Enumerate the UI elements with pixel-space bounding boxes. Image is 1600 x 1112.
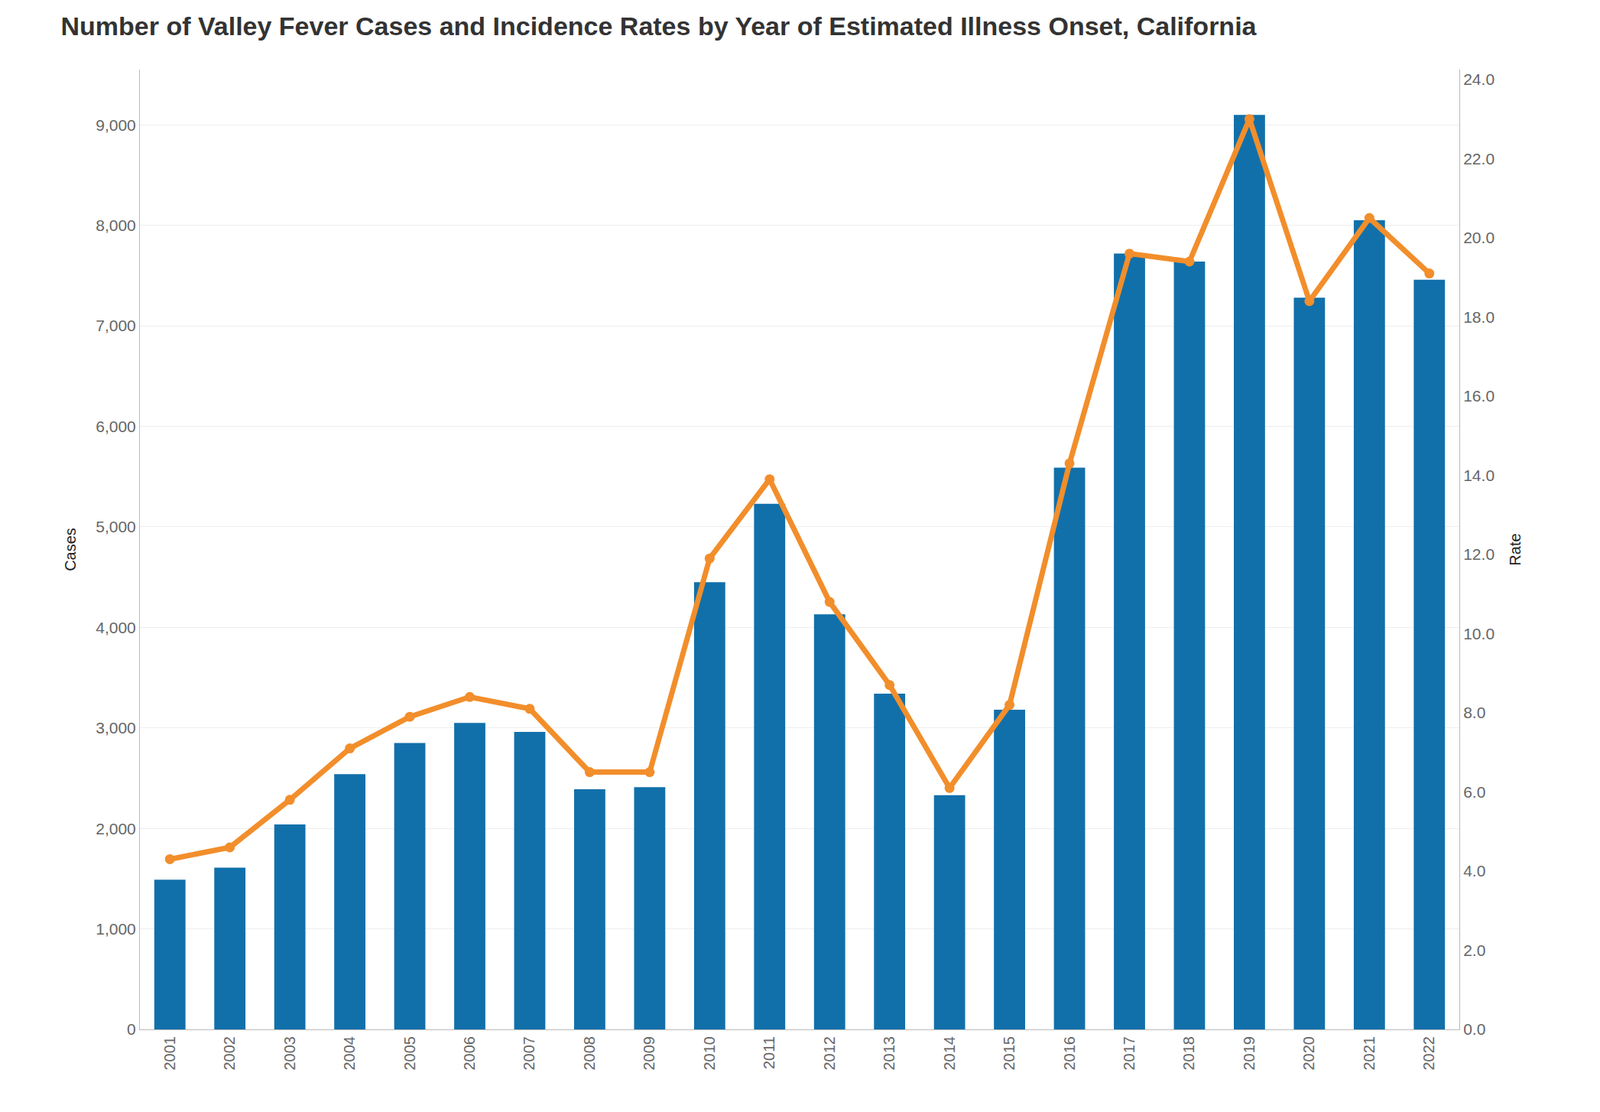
svg-text:2006: 2006	[460, 1035, 478, 1071]
svg-text:18.0: 18.0	[1463, 308, 1495, 326]
svg-text:Number of Valley Fever Cases a: Number of Valley Fever Cases and Inciden…	[61, 11, 1258, 41]
svg-text:2004: 2004	[340, 1035, 358, 1071]
svg-text:7,000: 7,000	[95, 316, 137, 335]
svg-text:2018: 2018	[1180, 1035, 1198, 1071]
svg-text:9,000: 9,000	[95, 116, 137, 134]
svg-text:2002: 2002	[220, 1035, 238, 1071]
svg-text:20.0: 20.0	[1463, 228, 1495, 247]
svg-text:2009: 2009	[640, 1035, 658, 1071]
svg-text:16.0: 16.0	[1463, 386, 1495, 405]
svg-text:2001: 2001	[161, 1035, 179, 1071]
svg-text:2020: 2020	[1300, 1035, 1318, 1071]
svg-text:2005: 2005	[401, 1035, 419, 1071]
svg-text:0: 0	[126, 1019, 137, 1038]
svg-text:2016: 2016	[1061, 1035, 1078, 1071]
svg-text:2014: 2014	[941, 1035, 958, 1071]
svg-text:8,000: 8,000	[95, 216, 137, 234]
svg-text:8.0: 8.0	[1463, 703, 1486, 721]
svg-text:Cases: Cases	[61, 527, 79, 572]
svg-text:14.0: 14.0	[1463, 466, 1495, 484]
svg-text:2.0: 2.0	[1463, 941, 1486, 959]
svg-text:6,000: 6,000	[95, 417, 137, 435]
svg-text:2022: 2022	[1420, 1035, 1438, 1071]
svg-text:2019: 2019	[1240, 1035, 1258, 1071]
svg-text:2012: 2012	[821, 1035, 838, 1071]
svg-text:6.0: 6.0	[1463, 782, 1486, 801]
svg-text:2013: 2013	[880, 1035, 898, 1071]
svg-text:12.0: 12.0	[1463, 545, 1495, 563]
svg-text:24.0: 24.0	[1463, 70, 1495, 88]
svg-text:2015: 2015	[1000, 1035, 1018, 1071]
svg-text:2010: 2010	[701, 1035, 718, 1071]
svg-text:2017: 2017	[1120, 1035, 1138, 1071]
svg-text:1,000: 1,000	[95, 919, 137, 938]
svg-text:2011: 2011	[760, 1035, 778, 1069]
svg-text:Rate: Rate	[1506, 532, 1524, 565]
svg-text:4.0: 4.0	[1463, 861, 1486, 880]
svg-text:3,000: 3,000	[95, 718, 137, 737]
svg-text:2008: 2008	[580, 1035, 598, 1071]
svg-text:4,000: 4,000	[95, 618, 137, 637]
svg-text:2003: 2003	[281, 1035, 299, 1071]
svg-text:2007: 2007	[520, 1035, 538, 1071]
svg-text:0.0: 0.0	[1463, 1019, 1486, 1038]
svg-text:2,000: 2,000	[95, 819, 137, 838]
svg-text:10.0: 10.0	[1463, 624, 1495, 643]
svg-text:5,000: 5,000	[95, 517, 137, 536]
svg-text:22.0: 22.0	[1463, 149, 1495, 168]
svg-text:2021: 2021	[1360, 1035, 1378, 1071]
